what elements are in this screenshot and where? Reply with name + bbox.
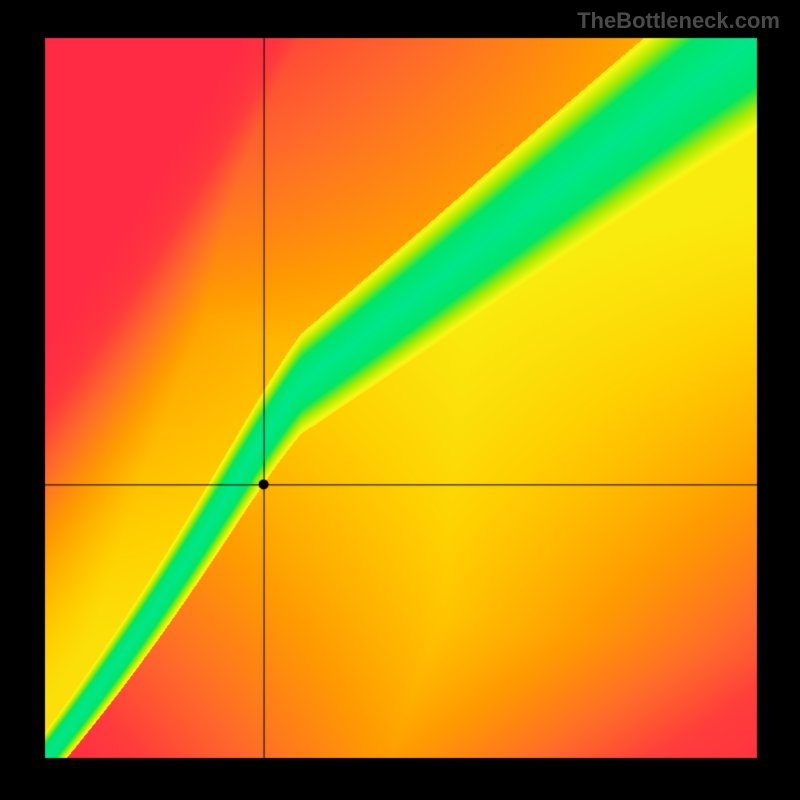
bottleneck-heatmap: TheBottleneck.com bbox=[0, 0, 800, 800]
heatmap-canvas bbox=[0, 0, 800, 800]
watermark-text: TheBottleneck.com bbox=[577, 8, 780, 34]
